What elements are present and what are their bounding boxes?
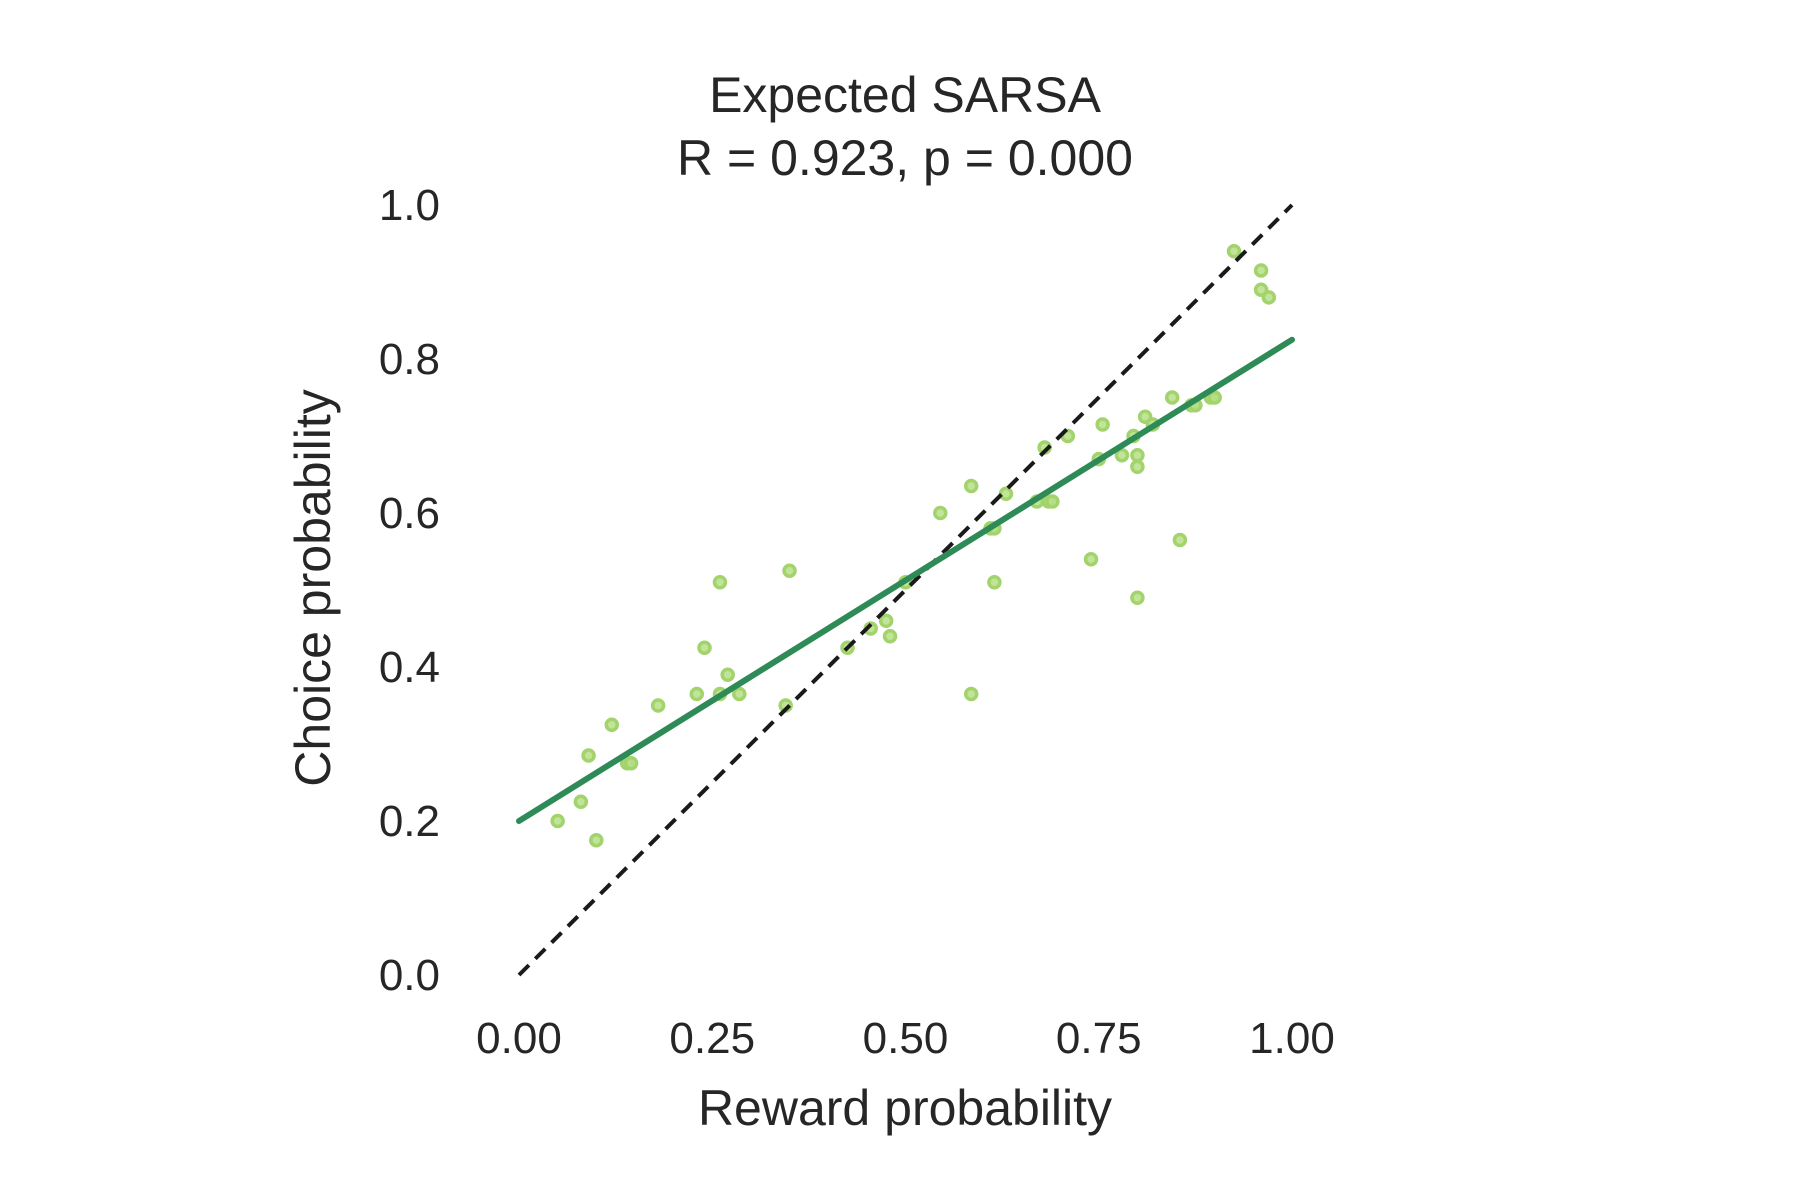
data-point	[1130, 459, 1145, 475]
y-tick-label: 0.8	[379, 335, 440, 384]
data-point	[1207, 390, 1222, 405]
data-point	[1095, 417, 1110, 432]
chart-title: Expected SARSA	[709, 67, 1102, 123]
x-tick-label: 0.00	[476, 1014, 562, 1063]
y-tick-label: 1.0	[379, 181, 440, 230]
data-point	[1261, 290, 1277, 305]
data-point	[1226, 243, 1242, 259]
x-tick-label: 0.50	[863, 1014, 949, 1063]
data-point	[963, 478, 979, 494]
y-tick-label: 0.4	[379, 643, 440, 692]
x-axis-label: Reward probability	[698, 1080, 1112, 1136]
y-tick-label: 0.2	[379, 797, 440, 846]
data-point	[623, 756, 639, 771]
data-point	[573, 794, 589, 809]
identity-line	[517, 203, 1294, 977]
data-point	[1045, 494, 1060, 509]
data-point	[732, 686, 747, 702]
data-point	[1083, 551, 1099, 567]
data-point	[1114, 448, 1130, 463]
data-point	[1164, 390, 1180, 405]
x-tick-label: 1.00	[1249, 1014, 1335, 1063]
regression-line	[516, 336, 1295, 824]
y-axis-label: Choice probability	[285, 389, 341, 786]
data-point	[1172, 532, 1188, 548]
data-point	[1130, 590, 1145, 605]
data-point	[1253, 263, 1269, 278]
x-tick-label: 0.25	[669, 1014, 755, 1063]
chart-text: Expected SARSA R = 0.923, p = 0.000 Rewa…	[285, 67, 1335, 1136]
data-point	[650, 698, 666, 713]
data-point	[550, 813, 565, 829]
data-point	[963, 686, 979, 702]
x-tick-label: 0.75	[1056, 1014, 1142, 1063]
data-point	[987, 575, 1002, 590]
data-point	[689, 686, 705, 702]
data-point	[933, 505, 948, 521]
data-point	[782, 563, 797, 578]
chart-subtitle: R = 0.923, p = 0.000	[677, 130, 1133, 186]
data-point	[998, 486, 1014, 501]
y-tick-label: 0.6	[379, 489, 440, 538]
data-point	[581, 748, 596, 763]
y-tick-label: 0.0	[379, 951, 440, 1000]
data-point	[712, 575, 728, 590]
data-point	[697, 640, 712, 655]
data-point	[720, 667, 735, 682]
data-point	[1130, 448, 1145, 463]
data-point	[878, 613, 894, 629]
plot-area	[516, 203, 1295, 977]
data-point	[589, 833, 604, 848]
data-point	[882, 628, 898, 644]
data-point	[604, 717, 620, 732]
